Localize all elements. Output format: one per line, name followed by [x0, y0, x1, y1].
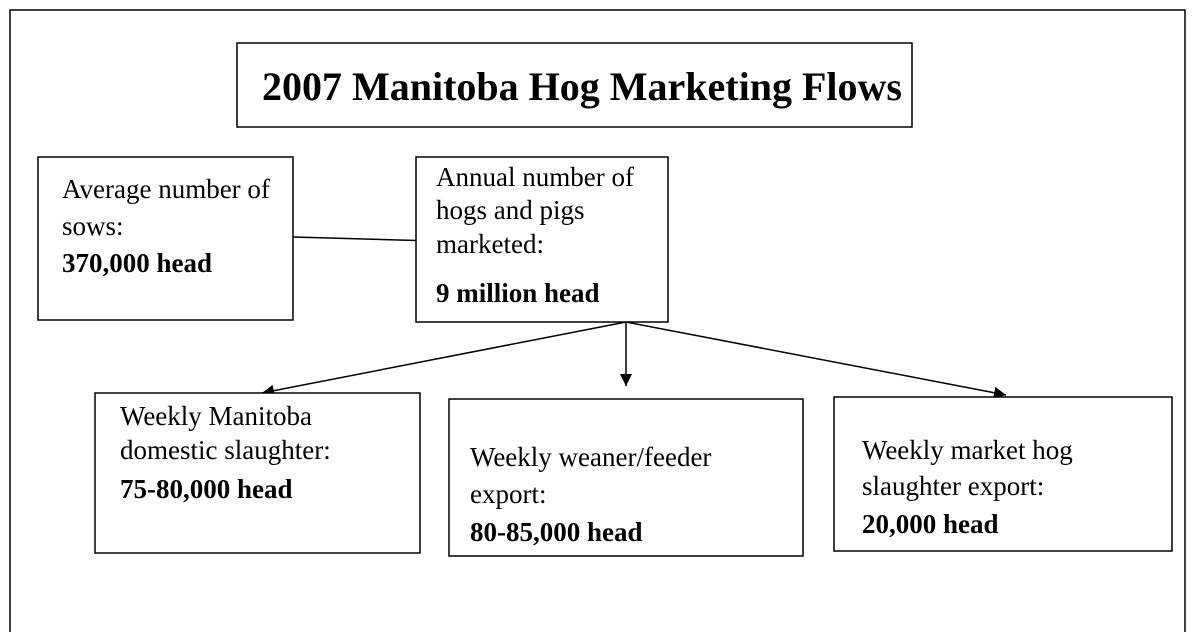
node-box — [448, 398, 804, 557]
node-figure: 80-85,000 head — [470, 517, 643, 547]
title-box — [236, 42, 913, 128]
node-label: sows: — [62, 211, 124, 241]
node-box — [833, 396, 1173, 552]
node-label: marketed: — [436, 229, 544, 259]
node-label: hogs and pigs — [436, 195, 585, 225]
node-figure: 370,000 head — [62, 248, 212, 278]
node-box — [415, 156, 669, 323]
title: 2007 Manitoba Hog Marketing Flows — [262, 64, 902, 109]
arrow — [261, 321, 627, 397]
node-label: Weekly weaner/feeder — [470, 442, 711, 472]
node-figure: 20,000 head — [862, 509, 999, 539]
node-label: Weekly Manitoba — [120, 401, 312, 431]
node-label: Average number of — [62, 174, 270, 204]
node-box — [37, 156, 294, 321]
node-label: Weekly market hog — [862, 435, 1073, 465]
node-label: domestic slaughter: — [120, 435, 331, 465]
node-label: export: — [470, 479, 546, 509]
node-figure: 9 million head — [436, 278, 600, 308]
arrow — [625, 321, 1007, 399]
node-label: slaughter export: — [862, 471, 1044, 501]
frame — [9, 9, 1186, 632]
node-label: Annual number of — [436, 162, 634, 192]
node-box — [94, 392, 421, 554]
node-figure: 75-80,000 head — [120, 474, 293, 504]
nodes: Average number of sows: 370,000 head Annual… — [37, 156, 1173, 557]
